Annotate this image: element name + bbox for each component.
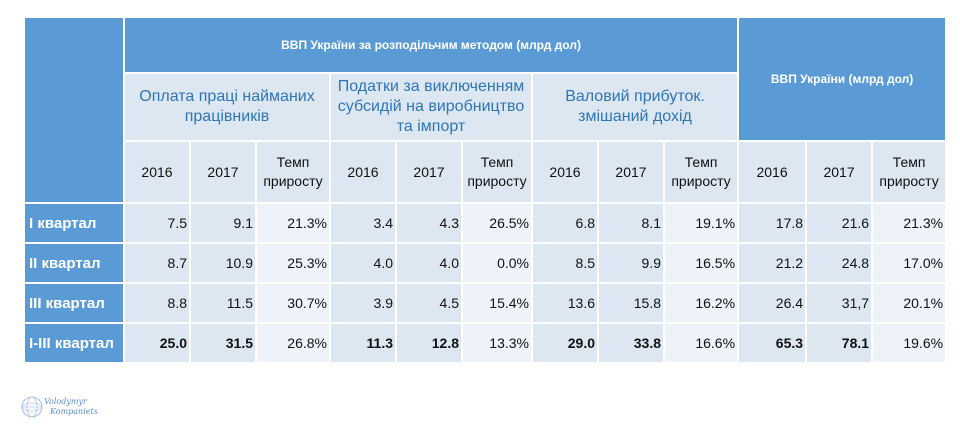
table-row: I квартал 7.5 9.1 21.3% 3.4 4.3 26.5% 6.8 8.1 19.… xyxy=(25,204,946,242)
table-cell: 10.9 xyxy=(191,244,255,282)
table-cell: 4.5 xyxy=(397,284,461,322)
table-cell: 4.0 xyxy=(397,244,461,282)
column-label: 2017 xyxy=(191,142,255,202)
table-cell: 29.0 xyxy=(533,324,597,362)
table-cell: 12.8 xyxy=(397,324,461,362)
table-cell: 24.8 xyxy=(807,244,872,282)
logo-text: Volodymyr Kompaniets xyxy=(44,397,98,417)
table-cell: 21.6 xyxy=(807,204,872,242)
logo-globe-icon xyxy=(21,396,43,418)
column-label: Темп приросту xyxy=(463,142,531,202)
column-label: Темп приросту xyxy=(873,142,946,202)
table-cell: 6.8 xyxy=(533,204,597,242)
column-label: 2016 xyxy=(125,142,189,202)
group-header-profit: Валовий прибуток. змішаний дохід xyxy=(533,74,738,140)
table-row: III квартал 8.8 11.5 30.7% 3.9 4.5 15.4% 13.6 15… xyxy=(25,284,946,322)
table-cell: 16.6% xyxy=(665,324,738,362)
table-cell: 30.7% xyxy=(257,284,329,322)
table-cell: 8.7 xyxy=(125,244,189,282)
row-label: III квартал xyxy=(25,284,123,322)
table-cell: 16.2% xyxy=(665,284,738,322)
table-cell: 25.3% xyxy=(257,244,329,282)
corner-cell xyxy=(25,18,123,202)
table-cell: 11.3 xyxy=(331,324,395,362)
table-cell: 26.4 xyxy=(739,284,806,322)
table-cell: 3.9 xyxy=(331,284,395,322)
column-label: 2016 xyxy=(739,142,806,202)
table-cell: 8.1 xyxy=(599,204,663,242)
table-cell: 20.1% xyxy=(873,284,946,322)
table-cell: 4.3 xyxy=(397,204,461,242)
table-cell: 8.8 xyxy=(125,284,189,322)
table-cell: 31,7 xyxy=(807,284,872,322)
table-cell: 17.0% xyxy=(873,244,946,282)
table-cell: 78.1 xyxy=(807,324,872,362)
table-cell: 31.5 xyxy=(191,324,255,362)
table-cell: 16.5% xyxy=(665,244,738,282)
column-label: 2017 xyxy=(807,142,872,202)
logo-line-2: Kompaniets xyxy=(50,407,98,416)
table-cell: 0.0% xyxy=(463,244,531,282)
table-row: II квартал 8.7 10.9 25.3% 4.0 4.0 0.0% 8.5 9.9 16… xyxy=(25,244,946,282)
table-cell: 11.5 xyxy=(191,284,255,322)
table-cell: 26.5% xyxy=(463,204,531,242)
table-row: I-III квартал 25.0 31.5 26.8% 11.3 12.8 13.3% 2… xyxy=(25,324,946,362)
table-cell: 13.3% xyxy=(463,324,531,362)
table-cell: 8.5 xyxy=(533,244,597,282)
table-cell: 4.0 xyxy=(331,244,395,282)
row-label: I квартал xyxy=(25,204,123,242)
table-cell: 7.5 xyxy=(125,204,189,242)
table-cell: 19.1% xyxy=(665,204,738,242)
logo-line-1: Volodymyr xyxy=(44,397,87,406)
column-label: 2016 xyxy=(331,142,395,202)
table-cell: 19.6% xyxy=(873,324,946,362)
table-cell: 21.3% xyxy=(873,204,946,242)
table-cell: 33.8 xyxy=(599,324,663,362)
table-cell: 9.9 xyxy=(599,244,663,282)
column-label: 2017 xyxy=(397,142,461,202)
gdp-table: ВВП України за розподільчим методом (млр… xyxy=(23,16,947,364)
table-cell: 3.4 xyxy=(331,204,395,242)
column-label: 2017 xyxy=(599,142,663,202)
group-header-wages: Оплата праці найманих працівників xyxy=(125,74,329,140)
table-cell: 26.8% xyxy=(257,324,329,362)
table-cell: 17.8 xyxy=(739,204,806,242)
table-cell: 21.2 xyxy=(739,244,806,282)
table-cell: 9.1 xyxy=(191,204,255,242)
main-header: ВВП України за розподільчим методом (млр… xyxy=(125,18,738,72)
table-cell: 15.8 xyxy=(599,284,663,322)
table-cell: 13.6 xyxy=(533,284,597,322)
column-label: 2016 xyxy=(533,142,597,202)
column-label: Темп приросту xyxy=(665,142,738,202)
table-cell: 21.3% xyxy=(257,204,329,242)
table-cell: 65.3 xyxy=(739,324,806,362)
total-header: ВВП України (млрд дол) xyxy=(739,18,946,140)
column-label: Темп приросту xyxy=(257,142,329,202)
table-cell: 15.4% xyxy=(463,284,531,322)
group-header-taxes: Податки за виключенням субсидій на вироб… xyxy=(331,74,531,140)
row-label: II квартал xyxy=(25,244,123,282)
table-cell: 25.0 xyxy=(125,324,189,362)
row-label: I-III квартал xyxy=(25,324,123,362)
